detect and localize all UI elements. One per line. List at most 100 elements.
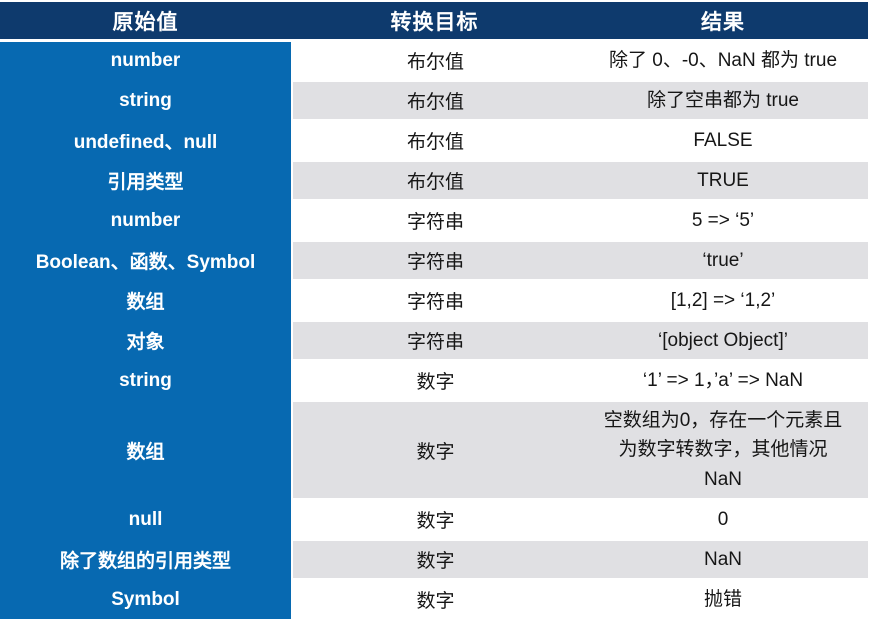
column-divider bbox=[291, 282, 293, 319]
table-row: number 字符串 5 => ‘5’ bbox=[0, 202, 868, 239]
cell-result: 空数组为0，存在一个元素且 为数字转数字，其他情况 NaN bbox=[578, 402, 868, 498]
table-row: number 布尔值 除了 0、-0、NaN 都为 true bbox=[0, 42, 868, 79]
result-text: 除了 0、-0、NaN 都为 true bbox=[608, 49, 838, 71]
result-text: NaN bbox=[703, 548, 742, 570]
column-header-conversion-target: 转换目标 bbox=[390, 10, 479, 34]
column-divider bbox=[291, 42, 293, 79]
cell-original-value: 引用类型 bbox=[0, 162, 291, 199]
cell-conversion-target: 字符串 bbox=[293, 322, 578, 359]
cell-conversion-target: 字符串 bbox=[293, 242, 578, 279]
cell-result: 除了空串都为 true bbox=[578, 82, 868, 119]
conversion-target-text: 字符串 bbox=[406, 212, 464, 233]
cell-conversion-target: 数字 bbox=[293, 362, 578, 399]
cell-conversion-target: 布尔值 bbox=[293, 82, 578, 119]
cell-original-value: 对象 bbox=[0, 322, 291, 359]
conversion-target-text: 布尔值 bbox=[406, 172, 464, 193]
table-row: Boolean、函数、Symbol 字符串 ‘true’ bbox=[0, 242, 868, 279]
conversion-target-text: 布尔值 bbox=[406, 52, 464, 73]
column-divider bbox=[291, 541, 293, 578]
table-header-row: 原始值 转换目标 结果 bbox=[0, 2, 868, 39]
original-value-text: undefined、null bbox=[73, 132, 218, 153]
original-value-text: Boolean、函数、Symbol bbox=[35, 252, 256, 273]
result-text: FALSE bbox=[693, 129, 753, 151]
result-text: TRUE bbox=[697, 169, 749, 191]
table-row: 数组 数字 空数组为0，存在一个元素且 为数字转数字，其他情况 NaN bbox=[0, 402, 868, 498]
column-divider bbox=[291, 202, 293, 239]
column-divider bbox=[291, 362, 293, 399]
conversion-target-text: 字符串 bbox=[406, 252, 464, 273]
cell-conversion-target: 布尔值 bbox=[293, 42, 578, 79]
column-divider bbox=[291, 242, 293, 279]
conversion-target-text: 数字 bbox=[416, 511, 455, 532]
table-row: 引用类型 布尔值 TRUE bbox=[0, 162, 868, 199]
result-text: ‘true’ bbox=[702, 249, 744, 271]
cell-original-value: Symbol bbox=[0, 581, 291, 618]
conversion-target-text: 字符串 bbox=[406, 292, 464, 313]
result-text: 5 => ‘5’ bbox=[691, 209, 755, 231]
cell-original-value: string bbox=[0, 362, 291, 399]
conversion-target-text: 布尔值 bbox=[406, 92, 464, 113]
original-value-text: 数组 bbox=[126, 292, 165, 313]
result-text: 0 bbox=[717, 508, 729, 530]
table-row: 除了数组的引用类型 数字 NaN bbox=[0, 541, 868, 578]
cell-original-value: Boolean、函数、Symbol bbox=[0, 242, 291, 279]
conversion-target-text: 数字 bbox=[416, 591, 455, 612]
cell-conversion-target: 字符串 bbox=[293, 202, 578, 239]
result-text: 抛错 bbox=[703, 588, 742, 610]
table-row: 数组 字符串 [1,2] => ‘1,2’ bbox=[0, 282, 868, 319]
cell-original-value: number bbox=[0, 202, 291, 239]
cell-conversion-target: 数字 bbox=[293, 541, 578, 578]
cell-result: TRUE bbox=[578, 162, 868, 199]
cell-original-value: 数组 bbox=[0, 282, 291, 319]
column-header-original-value: 原始值 bbox=[112, 10, 179, 34]
cell-result: 0 bbox=[578, 501, 868, 538]
cell-conversion-target: 布尔值 bbox=[293, 162, 578, 199]
cell-result: ‘true’ bbox=[578, 242, 868, 279]
original-value-text: null bbox=[128, 508, 163, 530]
cell-original-value: undefined、null bbox=[0, 122, 291, 159]
result-text: 除了空串都为 true bbox=[646, 89, 800, 111]
column-divider bbox=[291, 501, 293, 538]
result-text: 空数组为0，存在一个元素且 为数字转数字，其他情况 NaN bbox=[603, 409, 843, 490]
conversion-target-text: 字符串 bbox=[406, 332, 464, 353]
conversion-target-text: 数字 bbox=[416, 551, 455, 572]
original-value-text: Symbol bbox=[111, 588, 180, 610]
cell-original-value: 除了数组的引用类型 bbox=[0, 541, 291, 578]
table-row: string 布尔值 除了空串都为 true bbox=[0, 82, 868, 119]
cell-original-value: string bbox=[0, 82, 291, 119]
column-header-result: 结果 bbox=[701, 10, 745, 34]
cell-conversion-target: 字符串 bbox=[293, 282, 578, 319]
original-value-text: 对象 bbox=[126, 332, 165, 353]
original-value-text: 除了数组的引用类型 bbox=[59, 551, 231, 572]
column-divider bbox=[291, 122, 293, 159]
table-row: string 数字 ‘1’ => 1，’a’ => NaN bbox=[0, 362, 868, 399]
cell-result: 除了 0、-0、NaN 都为 true bbox=[578, 42, 868, 79]
cell-result: 抛错 bbox=[578, 581, 868, 618]
table-body: number 布尔值 除了 0、-0、NaN 都为 true string 布尔… bbox=[0, 42, 868, 618]
column-divider bbox=[291, 162, 293, 199]
conversion-target-text: 数字 bbox=[416, 372, 455, 393]
cell-result: [1,2] => ‘1,2’ bbox=[578, 282, 868, 319]
cell-result: NaN bbox=[578, 541, 868, 578]
column-divider bbox=[291, 82, 293, 119]
column-divider bbox=[291, 322, 293, 359]
table-row: 对象 字符串 ‘[object Object]’ bbox=[0, 322, 868, 359]
conversion-target-text: 布尔值 bbox=[406, 132, 464, 153]
column-divider bbox=[291, 581, 293, 618]
original-value-text: 数组 bbox=[126, 441, 165, 463]
cell-result: FALSE bbox=[578, 122, 868, 159]
result-text: ‘1’ => 1，’a’ => NaN bbox=[642, 369, 804, 391]
cell-result: ‘1’ => 1，’a’ => NaN bbox=[578, 362, 868, 399]
cell-original-value: null bbox=[0, 501, 291, 538]
original-value-text: string bbox=[119, 369, 172, 391]
cell-conversion-target: 数字 bbox=[293, 501, 578, 538]
table-row: undefined、null 布尔值 FALSE bbox=[0, 122, 868, 159]
table-row: null 数字 0 bbox=[0, 501, 868, 538]
cell-conversion-target: 布尔值 bbox=[293, 122, 578, 159]
result-text: ‘[object Object]’ bbox=[658, 329, 788, 351]
original-value-text: number bbox=[110, 49, 181, 71]
cell-original-value: number bbox=[0, 42, 291, 79]
original-value-text: string bbox=[119, 89, 172, 111]
result-text: [1,2] => ‘1,2’ bbox=[670, 289, 776, 311]
